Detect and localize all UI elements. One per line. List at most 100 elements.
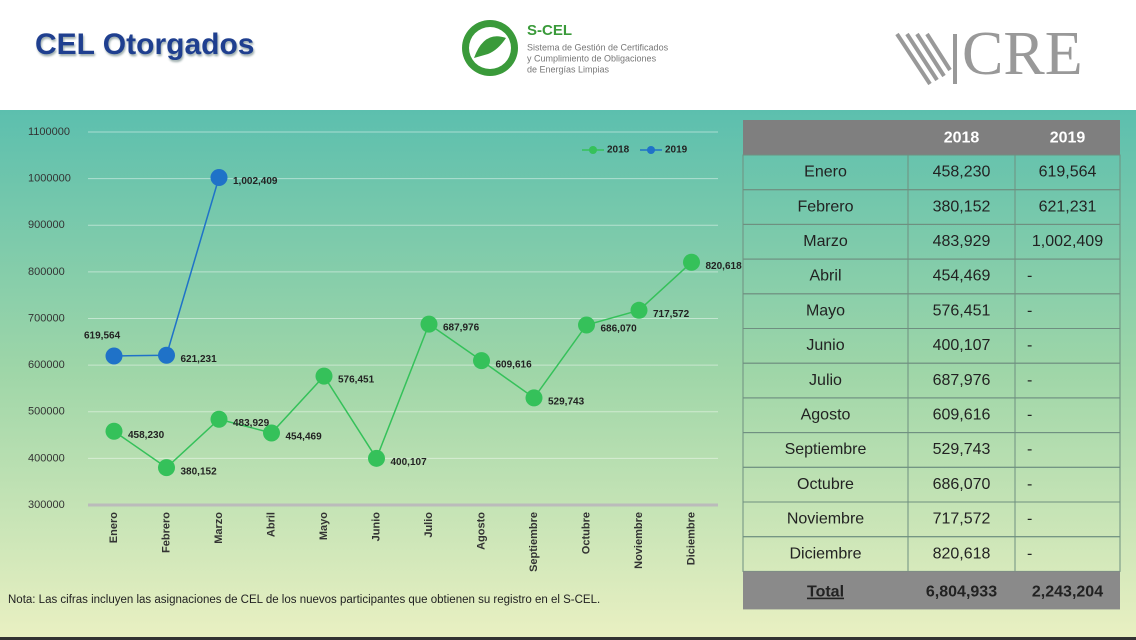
cell-text: - (1027, 337, 1032, 354)
cell-text: Septiembre (785, 441, 867, 458)
cell-text: 621,231 (1039, 198, 1097, 215)
cell-text: 619,564 (1039, 164, 1097, 181)
point (525, 389, 543, 407)
y-tick-label: 600000 (28, 359, 65, 371)
point (210, 410, 228, 428)
cell-text: - (1027, 302, 1032, 319)
cell-text: Enero (804, 164, 847, 181)
point (158, 459, 175, 477)
cell-text: 717,572 (933, 511, 991, 528)
cell-text: Diciembre (789, 545, 861, 562)
point (263, 424, 280, 442)
column-header: 2018 (944, 130, 980, 147)
cell-text: - (1027, 268, 1032, 285)
data-label: 687,976 (443, 323, 480, 334)
x-tick-label: Agosto (475, 512, 487, 550)
point (105, 347, 123, 365)
y-tick-label: 800000 (28, 266, 65, 278)
data-label: 686,070 (601, 324, 638, 335)
legend-marker (589, 146, 597, 154)
data-label: 454,469 (286, 432, 323, 443)
point (105, 422, 123, 440)
logo-line: y Cumplimiento de Obligaciones (527, 53, 657, 63)
data-label: 609,616 (496, 359, 533, 370)
legend-label: 2019 (665, 145, 688, 156)
logo-leaf (474, 36, 506, 58)
x-tick-label: Marzo (213, 512, 225, 544)
x-tick-label: Enero (108, 512, 120, 543)
data-label: 717,572 (653, 309, 690, 320)
cell-text: Octubre (797, 476, 854, 493)
cell-text: Junio (806, 337, 844, 354)
cell-text: Noviembre (787, 511, 864, 528)
cell-text: - (1027, 511, 1032, 528)
point (630, 301, 648, 319)
total-text: 6,804,933 (926, 584, 997, 601)
point (368, 449, 385, 467)
x-tick-label: Mayo (318, 512, 330, 540)
bottom-rule (0, 637, 1136, 640)
cell-text: - (1027, 476, 1032, 493)
logo-line: de Energías Limpias (527, 64, 610, 74)
point (578, 316, 595, 334)
point (683, 253, 700, 271)
x-tick-label: Noviembre (633, 512, 645, 569)
point (315, 367, 333, 385)
legend-marker (647, 146, 655, 154)
note: Nota: Las cifras incluyen las asignacion… (8, 594, 600, 606)
data-label: 380,152 (181, 466, 218, 477)
data-label: 483,929 (233, 418, 270, 429)
point (210, 169, 228, 187)
x-tick-label: Febrero (160, 512, 172, 553)
point (158, 346, 175, 364)
cell-text: Mayo (806, 302, 845, 319)
cell-text: 454,469 (933, 268, 991, 285)
cell-text: 609,616 (933, 406, 991, 423)
cell-text: 576,451 (933, 302, 991, 319)
data-label: 529,743 (548, 397, 585, 408)
legend-label: 2018 (607, 145, 630, 156)
point (473, 352, 490, 370)
cell-text: 483,929 (933, 233, 991, 250)
title: CEL Otorgados (35, 28, 254, 61)
header-band (0, 0, 1136, 110)
cell-text: - (1027, 441, 1032, 458)
y-tick-label: 900000 (28, 219, 65, 231)
table-header (743, 120, 1120, 155)
x-tick-label: Junio (370, 512, 382, 542)
cell-text: 686,070 (933, 476, 991, 493)
cell-text: 1,002,409 (1032, 233, 1103, 250)
data-label: 820,618 (706, 261, 743, 272)
y-tick-label: 500000 (28, 406, 65, 418)
x-tick-label: Diciembre (685, 512, 697, 565)
total-text: Total (807, 584, 844, 601)
y-tick-label: 400000 (28, 452, 65, 464)
x-tick-label: Octubre (580, 512, 592, 554)
total-text: 2,243,204 (1032, 584, 1103, 601)
cell-text: - (1027, 406, 1032, 423)
data-label: 400,107 (391, 457, 428, 468)
column-header: 2019 (1050, 130, 1086, 147)
body-band (0, 110, 1136, 637)
agency-stripes (895, 32, 957, 86)
logo-name: S-CEL (527, 22, 572, 39)
cell-text: 687,976 (933, 372, 991, 389)
cell-text: Marzo (803, 233, 848, 250)
logo-line: Sistema de Gestión de Certificados (527, 42, 669, 52)
x-tick-label: Julio (423, 512, 435, 538)
data-label: 458,230 (128, 430, 165, 441)
cell-text: 820,618 (933, 545, 991, 562)
y-tick-label: 1000000 (28, 173, 71, 185)
cell-text: Abril (809, 268, 841, 285)
data-label: 576,451 (338, 375, 375, 386)
data-label: 619,564 (84, 331, 121, 342)
cell-text: 458,230 (933, 164, 991, 181)
cell-text: Julio (809, 372, 842, 389)
agency: CRE (962, 20, 1083, 88)
y-tick-label: 300000 (28, 499, 65, 511)
point (420, 315, 438, 333)
x-tick-label: Abril (265, 512, 277, 537)
x-tick-label: Septiembre (528, 512, 540, 572)
data-label: 1,002,409 (233, 176, 278, 187)
cell-text: 400,107 (933, 337, 991, 354)
